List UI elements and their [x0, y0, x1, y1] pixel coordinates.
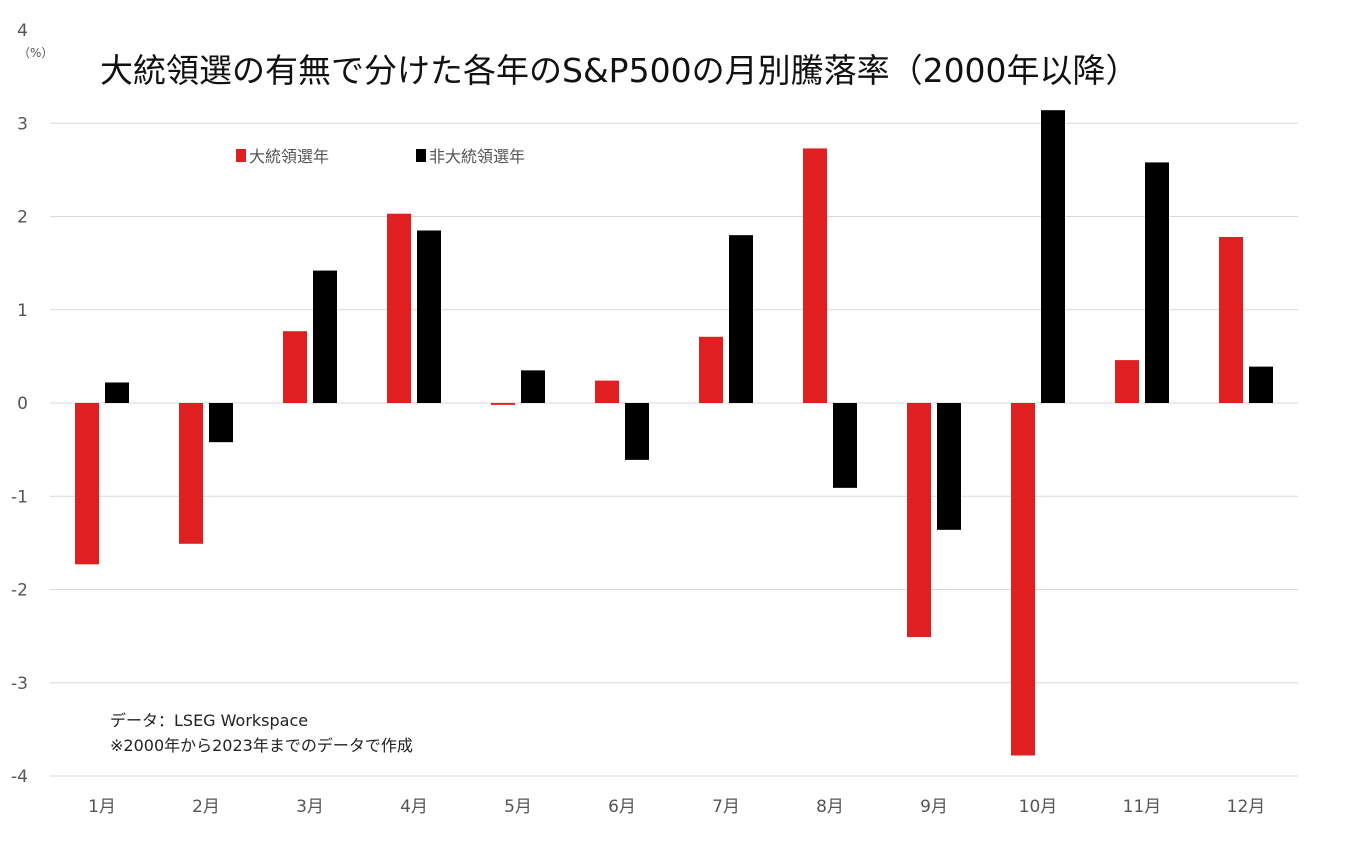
x-tick-label: 9月 [920, 797, 948, 817]
y-tick-label: 0 [17, 394, 28, 414]
bar-election-year [907, 403, 931, 638]
bar-election-year [699, 336, 723, 403]
legend-label-election-year: 大統領選年 [249, 147, 329, 166]
y-axis-unit-label: （%） [18, 46, 53, 60]
bar-non-election-year [1041, 110, 1065, 403]
y-axis-ticks: 4 3 2 1 0 -1 -2 -3 -4 [11, 21, 28, 787]
legend-swatch-election-year [236, 149, 246, 162]
y-tick-label: -4 [11, 767, 28, 787]
legend: 大統領選年 非大統領選年 [236, 147, 525, 166]
x-tick-label: 6月 [608, 797, 636, 817]
bar-election-year [283, 331, 307, 403]
bar-election-year [387, 213, 411, 403]
y-tick-label: 2 [17, 208, 28, 228]
bar-non-election-year [1145, 162, 1169, 403]
bar-non-election-year [105, 382, 129, 403]
x-tick-label: 8月 [816, 797, 844, 817]
y-tick-label: 4 [17, 21, 28, 41]
bar-non-election-year [521, 370, 545, 403]
bar-election-year [1115, 360, 1139, 403]
bar-non-election-year [833, 403, 857, 488]
chart-title: 大統領選の有無で分けた各年のS&P500の月別騰落率（2000年以降） [100, 51, 1139, 90]
x-tick-label: 5月 [504, 797, 532, 817]
bar-election-year [1011, 403, 1035, 756]
x-tick-label: 3月 [296, 797, 324, 817]
bar-non-election-year [209, 403, 233, 443]
x-tick-label: 1月 [88, 797, 116, 817]
source-notes: データ：LSEG Workspace ※2000年から2023年までのデータで作… [110, 711, 413, 755]
bar-election-year [491, 403, 515, 405]
x-tick-label: 12月 [1227, 797, 1266, 817]
bar-non-election-year [1249, 366, 1273, 403]
bar-election-year [75, 403, 99, 565]
period-note: ※2000年から2023年までのデータで作成 [110, 736, 413, 755]
bar-election-year [1219, 237, 1243, 403]
bar-non-election-year [417, 230, 441, 403]
bar-non-election-year [729, 235, 753, 403]
legend-swatch-non-election-year [416, 149, 426, 162]
bars [75, 110, 1273, 756]
bar-election-year [179, 403, 203, 544]
bar-non-election-year [625, 403, 649, 460]
x-axis-ticks: 1月 2月 3月 4月 5月 6月 7月 8月 9月 10月 11月 12月 [88, 797, 1265, 817]
y-tick-label: 3 [17, 114, 28, 134]
x-tick-label: 2月 [192, 797, 220, 817]
bar-election-year [595, 380, 619, 403]
legend-label-non-election-year: 非大統領選年 [429, 147, 525, 166]
x-tick-label: 11月 [1123, 797, 1162, 817]
y-tick-label: 1 [17, 301, 28, 321]
bar-election-year [803, 148, 827, 403]
y-tick-label: -1 [11, 487, 28, 507]
x-tick-label: 7月 [712, 797, 740, 817]
x-tick-label: 4月 [400, 797, 428, 817]
gridlines [50, 122, 1298, 777]
y-tick-label: -2 [11, 581, 28, 601]
bar-non-election-year [313, 270, 337, 403]
bar-non-election-year [937, 403, 961, 530]
x-tick-label: 10月 [1019, 797, 1058, 817]
y-tick-label: -3 [11, 674, 28, 694]
source-note: データ：LSEG Workspace [110, 711, 308, 730]
